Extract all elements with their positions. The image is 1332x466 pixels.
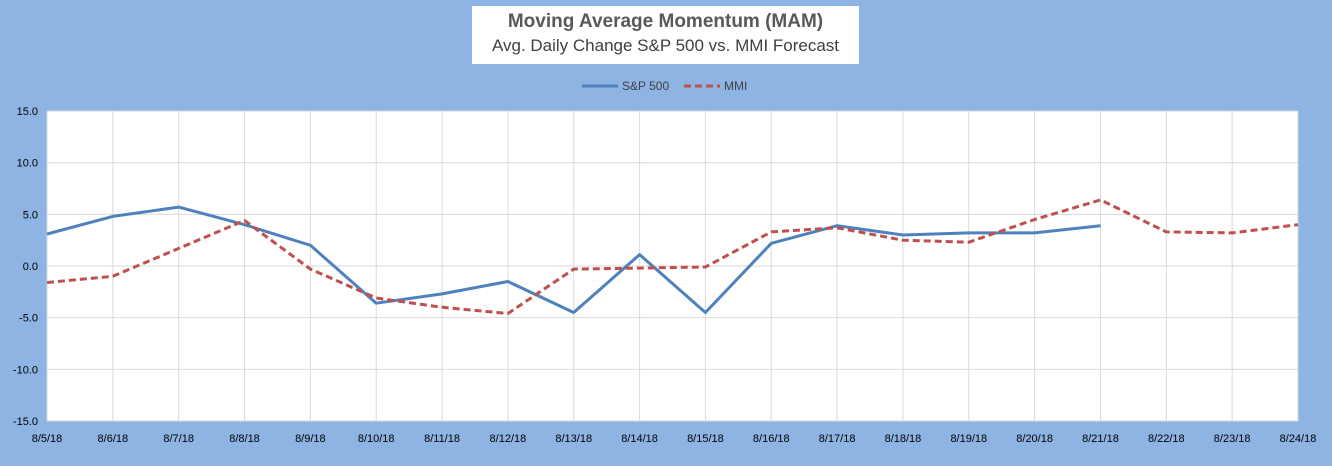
y-tick-label: 15.0 (17, 106, 38, 118)
x-tick-label: 8/15/18 (687, 433, 724, 445)
x-tick-label: 8/9/18 (295, 433, 326, 445)
x-tick-label: 8/16/18 (753, 433, 790, 445)
x-tick-label: 8/5/18 (32, 433, 63, 445)
y-tick-label: -5.0 (19, 313, 38, 325)
x-tick-label: 8/22/18 (1148, 433, 1185, 445)
series-line-sp500 (46, 205, 1101, 314)
gridlines (46, 110, 1299, 422)
x-tick-label: 8/11/18 (424, 433, 460, 445)
x-tick-label: 8/7/18 (163, 433, 194, 445)
x-tick-label: 8/14/18 (621, 433, 658, 445)
y-tick-label: 5.0 (23, 209, 38, 221)
chart-title: Moving Average Momentum (MAM) (507, 11, 824, 32)
x-tick-label: 8/18/18 (885, 433, 922, 445)
y-tick-label: 0.0 (23, 261, 38, 273)
legend-label: MMI (724, 79, 747, 93)
legend-label: S&P 500 (622, 79, 669, 93)
x-tick-label: 8/17/18 (819, 433, 856, 445)
x-tick-label: 8/24/18 (1280, 433, 1317, 445)
x-axis: 8/5/18 8/6/18 8/7/18 8/8/18 8/9/18 8/10/18 8/1… (32, 433, 1317, 445)
x-tick-label: 8/6/18 (98, 433, 129, 445)
series-line-mmi (46, 198, 1299, 315)
chart-title-box: Moving Average Momentum (MAM) Avg. Daily… (472, 6, 859, 64)
x-tick-label: 8/20/18 (1016, 433, 1053, 445)
series-lines (46, 198, 1299, 315)
x-tick-label: 8/13/18 (555, 433, 592, 445)
x-tick-label: 8/8/18 (229, 433, 260, 445)
y-tick-label: -15.0 (13, 416, 38, 428)
y-tick-label: 10.0 (17, 158, 38, 170)
x-tick-label: 8/10/18 (358, 433, 395, 445)
y-axis: 15.0 10.0 5.0 0.0 -5.0 -10.0 -15.0 (13, 106, 38, 428)
chart-subtitle: Avg. Daily Change S&P 500 vs. MMI Foreca… (491, 36, 840, 55)
x-tick-label: 8/19/18 (950, 433, 987, 445)
y-tick-label: -10.0 (13, 364, 38, 376)
legend: S&P 500 MMI (582, 79, 747, 93)
x-tick-label: 8/21/18 (1082, 433, 1119, 445)
x-tick-label: 8/12/18 (490, 433, 527, 445)
x-tick-label: 8/23/18 (1214, 433, 1251, 445)
